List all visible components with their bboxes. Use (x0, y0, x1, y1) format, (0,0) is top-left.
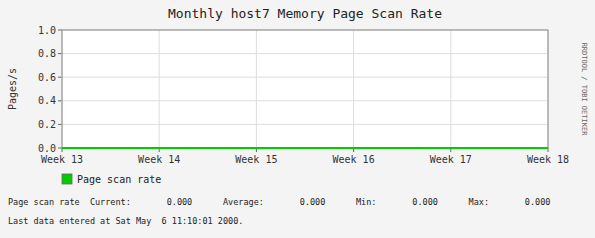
tick-label: Week 18 (527, 154, 569, 165)
plot-area (62, 30, 548, 148)
background (0, 0, 595, 238)
tick-label: 0.0 (38, 143, 56, 154)
tick-label: 1.0 (38, 25, 56, 36)
tick-mark (58, 77, 62, 78)
annotation: Last data entered at Sat May 6 11:10:01 … (8, 216, 243, 226)
chart: Monthly host7 Memory Page Scan Rate 0.0 0.… (0, 0, 595, 238)
tick-mark (58, 124, 62, 125)
series-group (62, 148, 548, 149)
tick-mark (58, 100, 62, 101)
tick-label: 0.6 (38, 72, 56, 83)
grid-line (159, 30, 160, 148)
tick-mark (58, 53, 62, 54)
grid-line (62, 53, 548, 54)
grid-line (62, 100, 548, 101)
tick-label: Week 17 (430, 154, 472, 165)
tick-label: 0.2 (38, 119, 56, 130)
legend-label: Page scan rate (77, 174, 161, 185)
tick-mark (58, 30, 62, 31)
legend-item: Page scan rate (62, 174, 161, 185)
annotation: Page scan rate Current: 0.000 Average: 0… (8, 197, 550, 207)
tick-label: Week 13 (41, 154, 83, 165)
annotation: RRDTOOL / TOBI OETIKER (580, 43, 588, 137)
series-line (62, 147, 548, 149)
grid-line (450, 30, 451, 148)
grid-line (62, 148, 548, 149)
tick-label: 0.4 (38, 95, 56, 106)
plot-frame (62, 30, 548, 148)
grid-line (353, 30, 354, 148)
tick-label: Week 16 (333, 154, 375, 165)
title: Monthly host7 Memory Page Scan Rate (168, 6, 442, 21)
tick-label: Week 14 (138, 154, 180, 165)
grid-line (62, 77, 548, 78)
tick-mark (58, 148, 62, 149)
legend-swatch (62, 174, 72, 184)
grid-line (62, 124, 548, 125)
tick-label: Week 15 (235, 154, 277, 165)
tick-label: 0.8 (38, 48, 56, 59)
grid-line (256, 30, 257, 148)
axis-label: Pages/s (7, 68, 18, 110)
